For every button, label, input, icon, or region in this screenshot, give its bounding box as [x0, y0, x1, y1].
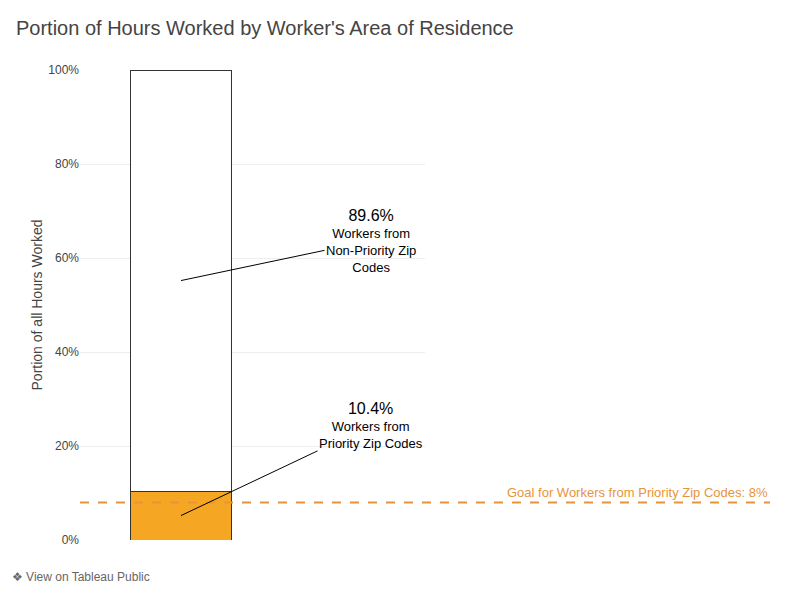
svg-text:80%: 80%	[55, 157, 79, 171]
svg-text:89.6%Workers fromNon-Priority: 89.6%Workers fromNon-Priority ZipCodes	[326, 207, 416, 275]
svg-text:0%: 0%	[62, 533, 80, 547]
svg-text:Goal for Workers from Priority: Goal for Workers from Priority Zip Codes…	[507, 485, 768, 500]
svg-text:❖ View on Tableau Public: ❖ View on Tableau Public	[12, 570, 150, 584]
svg-text:Portion of Hours Worked by Wor: Portion of Hours Worked by Worker's Area…	[16, 17, 514, 39]
svg-text:100%: 100%	[48, 63, 79, 77]
svg-text:60%: 60%	[55, 251, 79, 265]
svg-text:10.4%Workers fromPriority Zip: 10.4%Workers fromPriority Zip Codes	[319, 400, 423, 451]
svg-text:Portion of all Hours Worked: Portion of all Hours Worked	[29, 220, 45, 391]
svg-text:20%: 20%	[55, 439, 79, 453]
svg-text:40%: 40%	[55, 345, 79, 359]
